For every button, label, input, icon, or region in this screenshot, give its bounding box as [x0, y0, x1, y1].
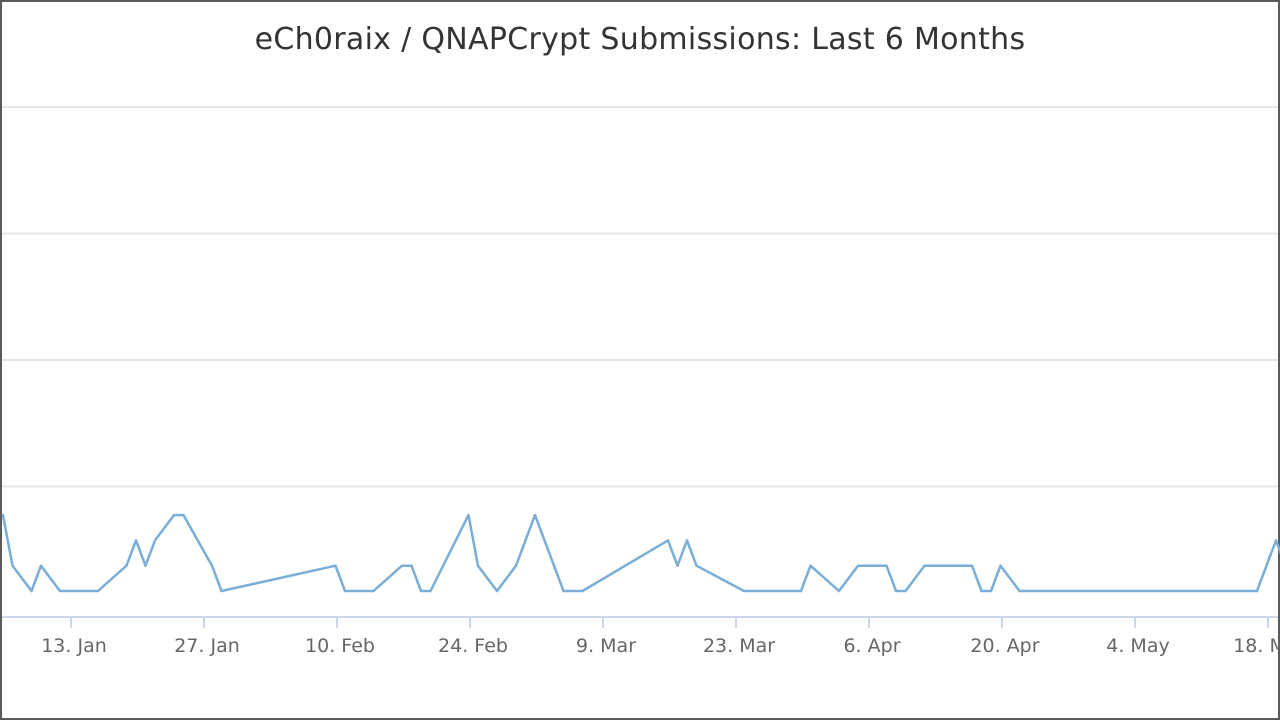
data-point — [514, 564, 518, 567]
data-point — [467, 513, 470, 517]
data-point — [1, 513, 5, 517]
data-point — [666, 539, 670, 542]
data-point — [980, 589, 983, 593]
x-axis: 13. Jan 27. Jan 10. Feb 24. Feb 9. Mar 23. Ma… — [2, 616, 1280, 657]
data-point — [970, 564, 974, 567]
data-point — [685, 539, 689, 542]
data-point — [334, 564, 337, 567]
data-point — [400, 564, 404, 567]
data-point — [182, 513, 185, 517]
data-point — [676, 564, 679, 567]
chart-title: eCh0raix / QNAPCrypt Submissions: Last 6… — [254, 22, 1026, 57]
series-layer — [1, 513, 1280, 593]
x-tick-label: 23. Mar — [703, 635, 775, 657]
data-point — [343, 589, 347, 593]
data-point — [856, 564, 860, 567]
data-point — [96, 589, 100, 593]
data-point — [410, 564, 413, 567]
data-point — [562, 589, 565, 593]
data-point — [476, 564, 480, 567]
data-point — [837, 589, 841, 593]
x-tick-label: 10. Feb — [305, 635, 375, 657]
x-tick-label: 18. May — [1233, 635, 1280, 657]
data-point — [999, 564, 1002, 567]
data-point — [1018, 589, 1021, 593]
data-point — [533, 513, 537, 517]
series-line — [1, 513, 1280, 593]
data-point — [742, 589, 746, 593]
data-point — [552, 564, 556, 567]
data-point — [172, 513, 176, 517]
x-tick-label: 20. Apr — [970, 635, 1039, 657]
gridlines — [2, 106, 1278, 488]
x-tick-label: 24. Feb — [438, 635, 508, 657]
data-point — [894, 589, 898, 593]
data-point — [153, 539, 157, 542]
data-point — [125, 564, 128, 567]
data-point — [144, 564, 147, 567]
data-point — [39, 564, 43, 567]
data-point — [58, 589, 62, 593]
data-point — [799, 589, 803, 593]
x-tick-label: 4. May — [1106, 635, 1169, 657]
data-point — [429, 589, 432, 593]
data-point — [885, 564, 888, 567]
data-point — [495, 589, 499, 593]
data-point — [904, 589, 907, 593]
data-point — [989, 589, 993, 593]
data-point — [1274, 539, 1278, 542]
data-point — [11, 564, 14, 567]
data-point — [372, 589, 375, 593]
x-tick-label: 13. Jan — [41, 635, 107, 657]
data-point — [134, 539, 138, 542]
data-point — [419, 589, 423, 593]
data-point — [923, 564, 926, 567]
data-point — [1255, 589, 1259, 593]
data-point — [695, 564, 698, 567]
x-tick-label: 6. Apr — [843, 635, 900, 657]
data-point — [30, 589, 33, 593]
x-tick-label: 9. Mar — [576, 635, 636, 657]
data-point — [220, 589, 223, 593]
x-tick-label: 27. Jan — [174, 635, 240, 657]
data-point — [210, 564, 214, 567]
data-point — [809, 564, 812, 567]
data-point — [581, 589, 584, 593]
